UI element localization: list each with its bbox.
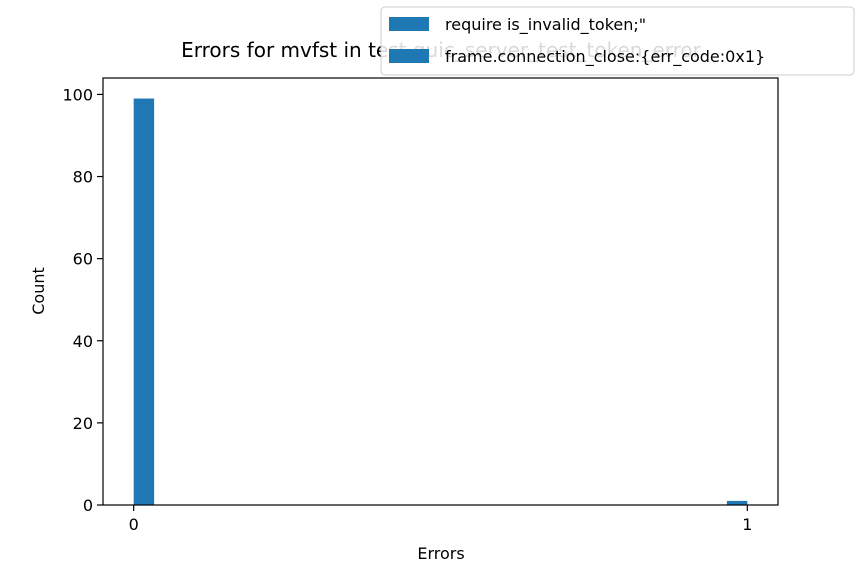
- y-tick-label: 0: [83, 496, 93, 515]
- y-tick-label: 40: [73, 332, 93, 351]
- legend-swatch-series-0: [389, 17, 429, 31]
- y-ticks: 0 20 40 60 80 100: [62, 85, 103, 515]
- y-tick-label: 60: [73, 250, 93, 269]
- legend-label-series-1: frame.connection_close:{err_code:0x1}: [445, 47, 765, 67]
- x-tick-label: 1: [742, 515, 752, 534]
- y-tick-label: 80: [73, 168, 93, 187]
- bars-layer: [133, 98, 748, 506]
- bar-series-0-bin-0: [133, 98, 155, 506]
- x-axis-label: Errors: [417, 544, 464, 563]
- y-tick-label: 100: [62, 85, 93, 104]
- x-tick-label: 0: [129, 515, 139, 534]
- y-axis-label: Count: [29, 267, 48, 315]
- legend-label-series-0: require is_invalid_token;": [445, 15, 646, 35]
- legend: require is_invalid_token;" frame.connect…: [380, 6, 855, 76]
- legend-box: [380, 6, 855, 76]
- plot-frame: [102, 77, 779, 506]
- bar-series-0-bin-1: [726, 500, 748, 505]
- y-tick-label: 20: [73, 414, 93, 433]
- legend-swatch-series-1: [389, 49, 429, 63]
